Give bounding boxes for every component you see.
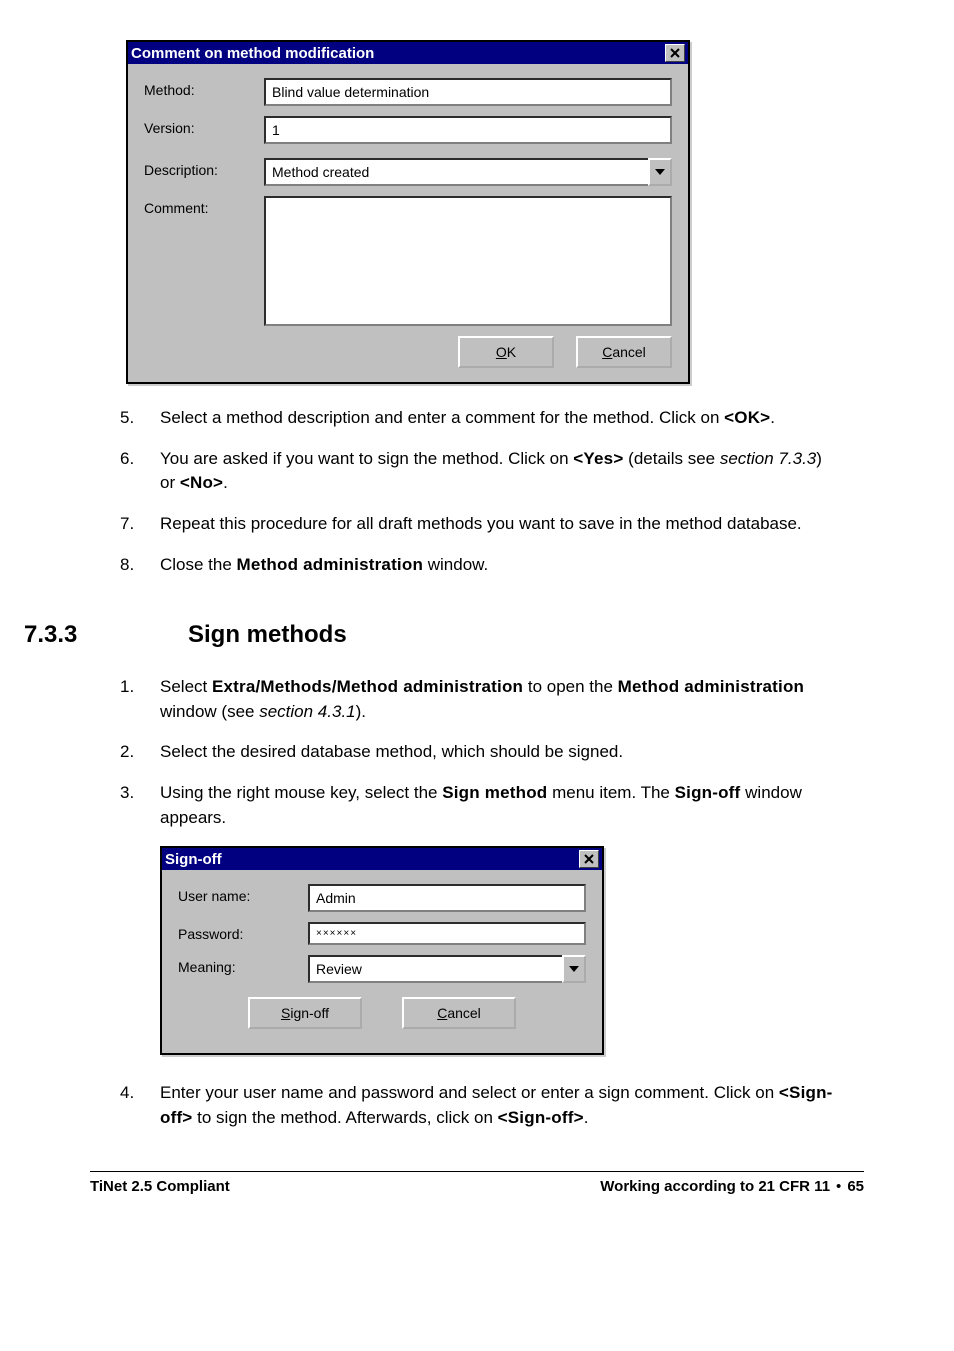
steps-c: 4.Enter your user name and password and … bbox=[120, 1081, 834, 1130]
signoff-button[interactable]: Sign-off bbox=[248, 997, 362, 1029]
field-meaning: Review bbox=[308, 955, 562, 983]
dialog-title: Sign-off bbox=[165, 851, 222, 868]
step-number: 1. bbox=[120, 675, 160, 724]
list-item: 4.Enter your user name and password and … bbox=[120, 1081, 834, 1130]
label-username: User name: bbox=[178, 884, 308, 904]
cancel-button[interactable]: Cancel bbox=[402, 997, 516, 1029]
close-icon[interactable] bbox=[579, 850, 599, 868]
field-password[interactable]: ×××××× bbox=[308, 922, 586, 945]
label-description: Description: bbox=[144, 158, 264, 178]
field-username[interactable]: Admin bbox=[308, 884, 586, 912]
step-number: 2. bbox=[120, 740, 160, 765]
steps-b: 1.Select Extra/Methods/Method administra… bbox=[120, 675, 834, 830]
label-password: Password: bbox=[178, 922, 308, 942]
dialog-titlebar: Comment on method modification bbox=[128, 42, 688, 64]
label-meaning: Meaning: bbox=[178, 955, 308, 975]
step-number: 3. bbox=[120, 781, 160, 830]
list-item: 1.Select Extra/Methods/Method administra… bbox=[120, 675, 834, 724]
list-item: 8.Close the Method administration window… bbox=[120, 553, 834, 578]
select-description[interactable]: Method created bbox=[264, 158, 672, 186]
page-footer: TiNet 2.5 Compliant Working according to… bbox=[90, 1178, 864, 1195]
field-version[interactable]: 1 bbox=[264, 116, 672, 144]
step-number: 5. bbox=[120, 406, 160, 431]
step-number: 6. bbox=[120, 447, 160, 496]
ok-button[interactable]: OK bbox=[458, 336, 554, 368]
footer-rule bbox=[90, 1171, 864, 1172]
step-text: Select a method description and enter a … bbox=[160, 406, 834, 431]
label-version: Version: bbox=[144, 116, 264, 136]
list-item: 2.Select the desired database method, wh… bbox=[120, 740, 834, 765]
field-method[interactable]: Blind value determination bbox=[264, 78, 672, 106]
section-heading: 7.3.3 Sign methods bbox=[0, 621, 834, 649]
footer-right: Working according to 21 CFR 11•65 bbox=[600, 1178, 864, 1195]
steps-a: 5.Select a method description and enter … bbox=[120, 406, 834, 577]
close-icon[interactable] bbox=[665, 44, 685, 62]
step-text: Repeat this procedure for all draft meth… bbox=[160, 512, 834, 537]
dialog-titlebar: Sign-off bbox=[162, 848, 602, 870]
list-item: 3.Using the right mouse key, select the … bbox=[120, 781, 834, 830]
list-item: 5.Select a method description and enter … bbox=[120, 406, 834, 431]
dialog-sign-off: Sign-off User name: Admin Password: ××××… bbox=[160, 846, 604, 1055]
footer-left: TiNet 2.5 Compliant bbox=[90, 1178, 230, 1195]
field-description: Method created bbox=[264, 158, 648, 186]
chevron-down-icon[interactable] bbox=[562, 955, 586, 983]
step-number: 7. bbox=[120, 512, 160, 537]
dialog-title: Comment on method modification bbox=[131, 45, 374, 62]
cancel-button[interactable]: Cancel bbox=[576, 336, 672, 368]
step-text: Using the right mouse key, select the Si… bbox=[160, 781, 834, 830]
label-comment: Comment: bbox=[144, 196, 264, 216]
step-text: Enter your user name and password and se… bbox=[160, 1081, 834, 1130]
step-text: Select Extra/Methods/Method administrati… bbox=[160, 675, 834, 724]
heading-text: Sign methods bbox=[188, 621, 347, 649]
chevron-down-icon[interactable] bbox=[648, 158, 672, 186]
step-number: 4. bbox=[120, 1081, 160, 1130]
list-item: 6.You are asked if you want to sign the … bbox=[120, 447, 834, 496]
list-item: 7.Repeat this procedure for all draft me… bbox=[120, 512, 834, 537]
step-text: Select the desired database method, whic… bbox=[160, 740, 834, 765]
step-text: You are asked if you want to sign the me… bbox=[160, 447, 834, 496]
field-comment[interactable] bbox=[264, 196, 672, 326]
dialog-comment-method: Comment on method modification Method: B… bbox=[126, 40, 690, 384]
select-meaning[interactable]: Review bbox=[308, 955, 586, 983]
heading-number: 7.3.3 bbox=[0, 621, 188, 649]
step-number: 8. bbox=[120, 553, 160, 578]
step-text: Close the Method administration window. bbox=[160, 553, 834, 578]
label-method: Method: bbox=[144, 78, 264, 98]
